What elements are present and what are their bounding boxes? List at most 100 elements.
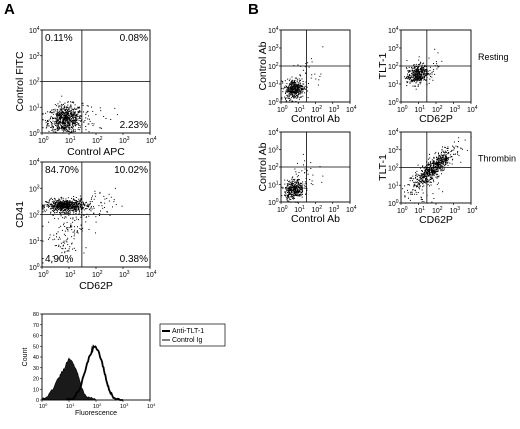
data-point [418,64,420,66]
data-point [71,108,73,110]
data-point [92,125,94,127]
data-point [69,110,71,112]
data-point [289,186,291,188]
data-point [314,73,316,75]
y-tick-label: 102 [29,78,40,87]
data-point [287,193,289,195]
data-point [68,127,69,129]
data-point [434,162,436,164]
data-point [413,71,415,73]
data-point [289,94,291,96]
data-point [62,203,63,205]
data-point [66,202,68,204]
data-point [55,120,57,122]
data-point [79,203,81,205]
data-point [116,114,118,116]
data-point [297,94,299,96]
data-point [64,124,66,126]
data-point [423,181,425,183]
data-point [425,171,427,173]
data-point [422,69,424,71]
data-point [422,77,424,79]
data-point [437,168,439,170]
data-point [49,237,51,239]
data-point [93,207,95,209]
data-point [300,182,302,184]
data-point [300,90,302,92]
data-point [311,74,313,76]
data-point [298,189,300,191]
data-point [417,69,419,71]
data-point [287,87,289,89]
data-point [296,91,298,93]
y-tick-label: 20 [33,377,39,383]
x-tick-label: 100 [397,206,408,215]
data-point [65,127,67,129]
data-point [63,118,65,120]
data-point [71,242,73,244]
data-point [56,200,58,202]
data-point [68,227,70,229]
data-point [427,180,429,182]
data-point [107,211,108,213]
data-point [287,197,289,199]
data-point [61,204,63,206]
data-point [72,125,74,126]
data-point [442,163,444,165]
quadrant-upper-left-percent: 84.70% [45,165,79,176]
data-point [409,81,411,83]
data-point [61,103,63,105]
data-point [76,206,78,208]
data-point [299,85,301,86]
data-point [432,70,434,72]
data-point [296,185,298,187]
data-point [287,86,289,88]
data-point [442,168,444,170]
data-point [297,181,299,183]
x-tick-label: 103 [329,205,340,214]
data-point [424,76,426,78]
data-point [73,110,75,112]
x-tick-label: 100 [277,105,288,114]
data-point [290,185,292,187]
data-point [67,101,69,103]
data-point [295,186,297,188]
data-point [83,252,85,254]
data-point [438,153,440,155]
panel-letter-b: B [248,1,259,18]
data-point [61,198,63,200]
data-point [64,126,66,128]
data-point [290,99,292,101]
data-point [295,83,297,85]
data-point [284,179,286,181]
data-point [412,193,413,195]
data-point [54,202,56,204]
data-point [90,210,92,212]
data-point [433,198,435,199]
data-point [59,212,60,213]
data-point [289,89,291,91]
data-point [59,127,61,129]
data-point [300,191,302,193]
data-point [85,126,87,127]
data-point [290,88,292,90]
x-tick-label: 103 [329,105,340,114]
data-point [87,123,89,125]
data-point [420,177,422,179]
data-point [429,74,431,76]
y-tick-label: 40 [33,355,39,361]
data-point [71,202,73,204]
data-point [58,208,60,210]
data-point [443,158,445,160]
data-point [66,239,68,240]
data-point [305,186,307,188]
data-point [56,113,58,115]
data-point [293,84,294,86]
data-point [411,68,413,70]
data-point [423,174,425,176]
data-point [75,207,77,209]
data-point [407,189,408,191]
data-point [430,170,432,171]
data-point [72,218,74,220]
x-tick-label: 100 [38,136,49,145]
